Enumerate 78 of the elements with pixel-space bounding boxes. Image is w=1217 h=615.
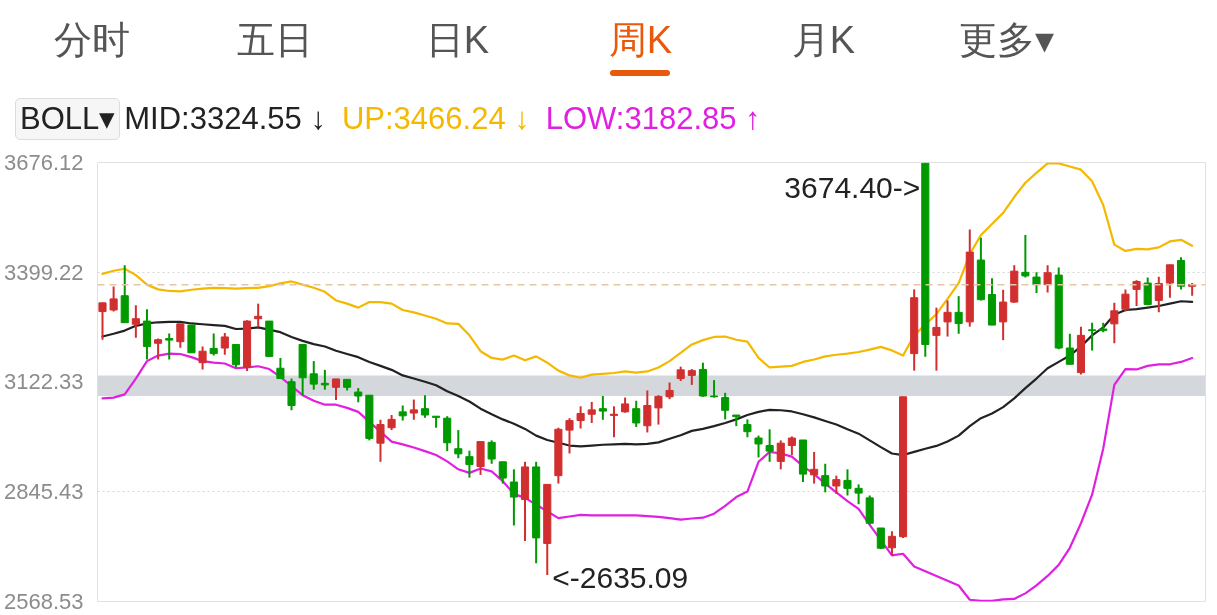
candlestick (98, 301, 107, 341)
candlestick (409, 398, 418, 421)
candlestick (765, 428, 774, 463)
text: MID:3324.55 ↓ (124, 100, 326, 138)
candlestick (198, 345, 207, 371)
line-series (101, 162, 1194, 379)
y-tick-label: 2568.53 (3, 589, 84, 614)
candlestick (999, 288, 1008, 342)
candlestick (643, 389, 652, 434)
text: 日K (424, 18, 491, 63)
y-tick-label: 2845.43 (3, 479, 84, 505)
candlestick (287, 377, 296, 412)
candlestick (754, 434, 763, 459)
candlestick (131, 304, 140, 339)
candlestick (1088, 321, 1097, 352)
legend-title: BOLL▾ (15, 98, 121, 140)
candlestick (776, 439, 785, 471)
candlestick (1121, 288, 1130, 313)
candlestick (887, 530, 896, 557)
candlestick (843, 468, 852, 497)
candlestick (209, 332, 218, 357)
candlestick (320, 368, 329, 391)
candlestick (832, 474, 841, 495)
candlestick (420, 394, 430, 419)
candlestick (932, 306, 941, 372)
candlestick (509, 468, 518, 527)
candlestick (598, 395, 607, 421)
candlestick (943, 299, 952, 338)
candlestick (587, 400, 596, 424)
candlestick (810, 450, 819, 485)
y-tick-label: 3122.33 (3, 369, 84, 395)
candlestick (709, 379, 719, 399)
text: 五日 (235, 18, 314, 63)
text: 更多▾ (958, 18, 1055, 63)
text: 分时 (52, 18, 131, 63)
candlestick (654, 394, 663, 426)
candlestick (465, 449, 474, 479)
line-series (101, 352, 1194, 602)
y-tick-label: 3676.12 (3, 150, 84, 175)
candlestick (632, 399, 641, 428)
candlestick (787, 435, 796, 457)
candlestick (1154, 275, 1163, 314)
candlestick (954, 295, 963, 335)
annotation: 3674.40-> (784, 171, 921, 205)
candlestick (1021, 234, 1030, 279)
candlestick (1032, 271, 1041, 294)
text: UP:3466.24 ↓ (341, 100, 530, 138)
y-tick-label: 3399.22 (3, 259, 84, 285)
candlestick (576, 405, 585, 430)
candlestick (176, 322, 185, 349)
chart-title: 周K (607, 18, 674, 63)
candlestick (854, 483, 863, 506)
candlestick (1143, 276, 1152, 307)
candlestick (331, 377, 341, 401)
candlestick (721, 391, 730, 421)
candlestick (1132, 279, 1141, 308)
candlestick (487, 439, 496, 465)
candlestick (109, 285, 118, 313)
candlestick (821, 462, 830, 494)
candlestick (1110, 301, 1119, 345)
candlestick (376, 418, 385, 463)
candlestick (1043, 264, 1052, 294)
candlestick (309, 360, 318, 391)
candlestick (220, 331, 229, 356)
candlestick (609, 405, 619, 439)
candlestick (498, 460, 507, 485)
candlestick (165, 332, 174, 361)
annotation: <-2635.09 (552, 560, 689, 594)
candlestick (876, 526, 885, 550)
text: 月K (790, 18, 857, 63)
candlestick (276, 356, 285, 380)
candlestick (454, 429, 463, 460)
candlestick (254, 302, 263, 329)
candlestick (231, 343, 240, 369)
text: LOW:3182.85 ↑ (545, 100, 761, 138)
candlestick (1065, 332, 1074, 366)
candlestick (565, 417, 574, 455)
candlestick (1165, 263, 1174, 299)
